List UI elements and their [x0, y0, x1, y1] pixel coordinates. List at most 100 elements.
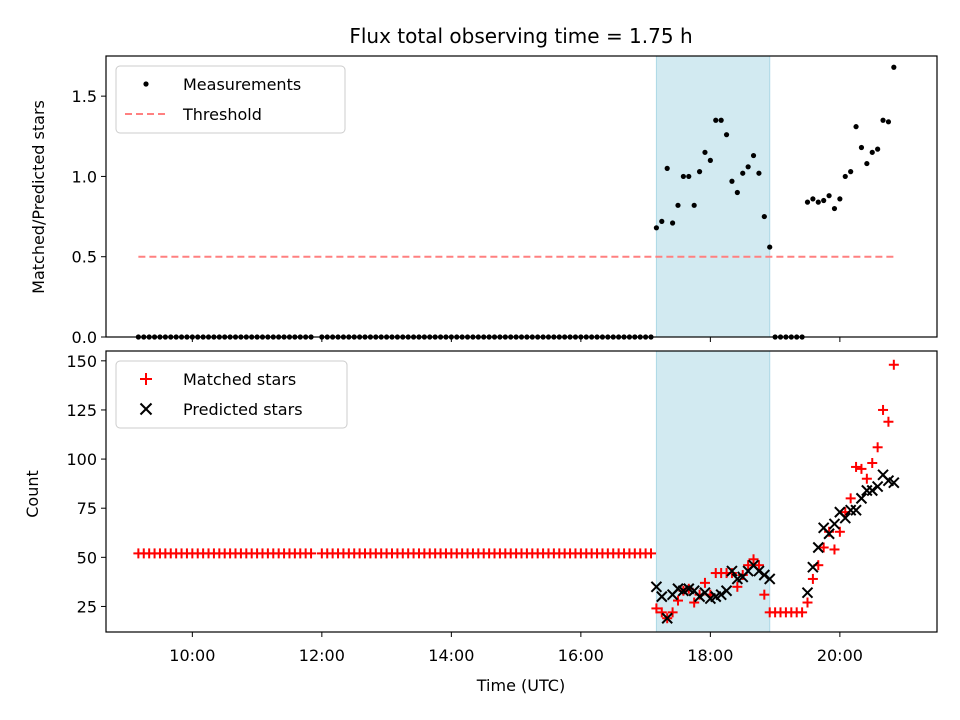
predicted-star-marker [693, 590, 706, 603]
matched-star-marker [759, 589, 770, 600]
matched-star-marker [829, 544, 840, 555]
matched-star-marker [743, 560, 754, 571]
bottom-y-tick-label: 100 [66, 450, 97, 469]
measurement-point [864, 160, 870, 167]
top-y-tick-label: 0.0 [72, 328, 97, 347]
legend-predicted-swatch [139, 402, 153, 416]
legend-matched-swatch [140, 373, 152, 385]
measurement-point [745, 164, 751, 170]
measurement-point [885, 119, 892, 125]
measurement-point [837, 196, 843, 202]
measurement-point [713, 117, 719, 123]
predicted-star-marker [839, 512, 851, 524]
top-legend-label: Threshold [182, 105, 262, 124]
measurement-point [675, 202, 681, 208]
bottom-y-tick-label: 75 [77, 499, 97, 518]
measurement-point [880, 117, 886, 123]
measurement-point [723, 132, 730, 138]
matched-star-marker [672, 595, 683, 606]
matched-star-marker [748, 554, 759, 565]
predicted-star-marker [855, 492, 868, 505]
predicted-star-marker [661, 612, 673, 624]
matched-star-marker [699, 577, 710, 588]
matched-star-marker [818, 542, 829, 553]
measurement-point [659, 218, 665, 224]
bottom-panel: 25 50 75 100 125 150 10:00 12:00 14:00 16:00 18:00… [66, 350, 938, 665]
predicted-star-marker [656, 590, 668, 603]
predicted-star-marker [850, 504, 862, 516]
top-axes-frame [105, 55, 938, 338]
x-tick-label: 16:00 [558, 646, 604, 665]
measurement-point [761, 213, 767, 220]
bottom-y-axis-label: Count [23, 470, 42, 518]
measurement-point [815, 199, 821, 205]
measurement-point [686, 173, 692, 180]
predicted-star-marker [888, 476, 900, 489]
matched-star-marker [764, 607, 775, 618]
x-tick-label: 18:00 [687, 646, 733, 665]
x-tick-label: 14:00 [428, 646, 474, 665]
matched-star-marker [802, 597, 813, 608]
top-legend-box [115, 65, 346, 134]
matched-star-marker [807, 573, 818, 584]
predicted-star-marker [715, 588, 727, 601]
measurement-point [740, 170, 746, 176]
measurement-point [680, 173, 686, 180]
predicted-star-marker [753, 565, 765, 577]
measurement-point [831, 205, 838, 212]
matched-star-marker [856, 463, 867, 474]
predicted-star-marker [871, 480, 884, 493]
matched-star-marker [883, 416, 894, 427]
measurement-point [669, 220, 676, 226]
matched-star-marker [797, 607, 808, 618]
bottom-y-tick-label: 150 [66, 352, 97, 371]
matched-star-marker [651, 603, 662, 614]
measurement-point [826, 193, 832, 199]
predicted-star-marker [726, 565, 738, 577]
bottom-axes-frame [105, 350, 938, 633]
top-y-axis-label: Matched/Predicted stars [29, 100, 48, 294]
predicted-star-marker [720, 585, 733, 597]
matched-star-marker [306, 548, 317, 559]
bottom-shaded-interval [655, 350, 771, 633]
matched-star-marker [845, 493, 856, 504]
matched-star-marker [646, 548, 657, 559]
x-axis-label: Time (UTC) [476, 676, 565, 695]
matched-star-marker [851, 461, 862, 472]
matched-star-marker [872, 442, 883, 453]
chart-title: Flux total observing time = 1.75 h [349, 24, 692, 48]
x-tick-label: 12:00 [299, 646, 345, 665]
measurement-point [767, 244, 773, 250]
top-shaded-interval [655, 55, 771, 338]
bottom-legend-label: Matched stars [183, 370, 296, 389]
matched-star-marker [656, 607, 667, 618]
matched-star-marker [878, 404, 889, 415]
matched-star-marker [732, 581, 743, 592]
measurement-point [653, 225, 660, 231]
measurement-point [869, 149, 875, 155]
measurement-point [842, 173, 848, 180]
bottom-legend: Matched stars Predicted stars [115, 360, 348, 429]
matched-star-marker [753, 560, 764, 571]
predicted-star-marker [758, 569, 771, 581]
predicted-star-marker [828, 518, 841, 530]
x-tick-label: 20:00 [817, 646, 863, 665]
bottom-legend-label: Predicted stars [183, 400, 303, 419]
measurement-point [858, 144, 865, 151]
predicted-star-marker [823, 528, 835, 540]
top-panel: 0.0 0.5 1.0 1.5 Measurements Threshold [72, 55, 938, 347]
predicted-star-marker [801, 586, 814, 599]
bottom-y-tick-label: 25 [77, 597, 97, 616]
top-y-tick-label: 1.0 [72, 167, 97, 186]
bottom-legend-box [115, 360, 348, 429]
matched-star-marker [667, 607, 678, 618]
top-legend: Measurements Threshold [115, 65, 346, 134]
bottom-y-tick-label: 125 [66, 401, 97, 420]
measurement-point [691, 202, 697, 208]
predicted-star-marker [812, 541, 824, 554]
measurement-point [696, 169, 703, 175]
predicted-star-marker [764, 573, 776, 585]
predicted-star-marker [866, 484, 878, 497]
legend-measurement-swatch [143, 81, 149, 87]
